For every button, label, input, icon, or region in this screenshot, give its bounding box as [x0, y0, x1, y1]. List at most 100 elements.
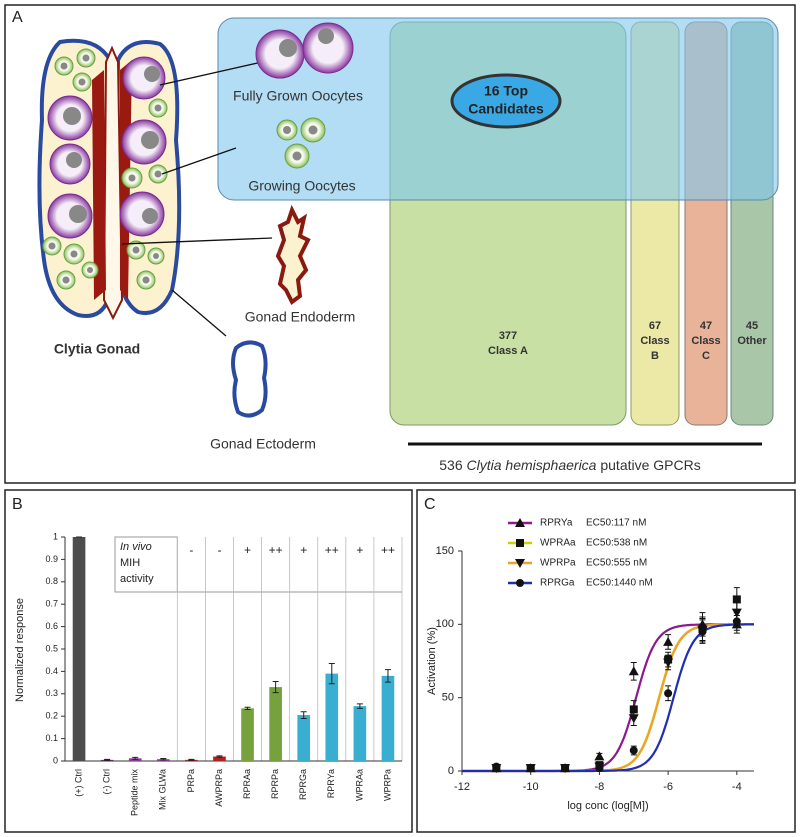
fit-curve — [462, 623, 754, 773]
caption: 536 Clytia hemisphaerica putative GPCRs — [439, 457, 700, 473]
panel-label: C — [424, 496, 436, 513]
legend-ec50: EC50:538 nM — [586, 538, 647, 549]
legend-name: WPRAa — [540, 538, 576, 549]
data-point — [629, 705, 638, 714]
error-bar — [216, 755, 223, 758]
legend-name: WPRPa — [540, 558, 576, 569]
panel-b-frame — [4, 489, 413, 833]
y-tick-label: 50 — [442, 692, 454, 704]
y-tick-label: 1 — [53, 531, 58, 541]
bar — [213, 756, 226, 761]
data-point — [629, 746, 638, 755]
gonad-label: Clytia Gonad — [54, 341, 140, 357]
class-label: B — [651, 350, 659, 362]
y-tick-label: 0.9 — [45, 554, 58, 564]
y-tick-label: 0.7 — [45, 599, 58, 609]
legend-name: RPRGa — [540, 578, 575, 589]
mih-activity: - — [217, 543, 221, 557]
class-count: 67 — [649, 320, 661, 332]
top-candidates-text: 16 Top — [484, 83, 528, 99]
y-tick-label: 150 — [436, 545, 454, 557]
mih-activity: + — [300, 543, 307, 557]
legend-marker — [516, 539, 524, 547]
top-candidates-ellipse — [450, 73, 562, 129]
bar — [72, 537, 86, 761]
error-bar — [328, 663, 335, 685]
y-tick-label: 0.5 — [45, 643, 58, 653]
legend-marker — [515, 518, 525, 527]
class-label: Class A — [488, 345, 528, 357]
caption-text: putative GPCRs — [600, 457, 700, 473]
growing-label: Growing Oocytes — [248, 178, 355, 194]
fit-curve — [462, 623, 754, 773]
panel-label: B — [12, 496, 23, 513]
data-point — [663, 658, 674, 668]
gonad-illustration — [37, 22, 354, 418]
error-bar — [272, 680, 279, 694]
activity-header: activity — [120, 573, 154, 585]
error-bar — [356, 703, 363, 709]
activity-header: MIH — [120, 557, 140, 569]
y-tick-label: 0.3 — [45, 688, 58, 698]
top-candidates-text: Candidates — [468, 101, 544, 117]
fully-grown-label: Fully Grown Oocytes — [233, 88, 363, 104]
class-count: 47 — [700, 320, 712, 332]
bar — [381, 675, 395, 761]
mih-activity: ++ — [325, 543, 339, 557]
x-tick-label: WPRPa — [382, 769, 392, 801]
data-point — [492, 762, 501, 771]
data-point — [732, 595, 741, 604]
fit-curve — [462, 623, 754, 773]
y-tick-label: 0 — [448, 765, 454, 777]
data-point — [628, 714, 639, 724]
x-tick-label: AWPRPa — [214, 769, 224, 807]
bar — [269, 687, 282, 761]
mih-activity: ++ — [381, 543, 395, 557]
legend-marker — [516, 579, 524, 587]
y-tick-label: 0.2 — [45, 711, 58, 721]
x-tick-label: (+) Ctrl — [73, 769, 83, 797]
x-tick-label: PRPa — [186, 769, 196, 793]
y-tick-label: 0.6 — [45, 621, 58, 631]
class-label: Other — [737, 335, 767, 347]
data-point — [663, 636, 674, 646]
legend-ec50: EC50:117 nM — [586, 518, 646, 529]
y-tick-label: 0.4 — [45, 666, 58, 676]
legend-ec50: EC50:1440 nM — [586, 578, 653, 589]
error-bar — [244, 706, 251, 710]
y-tick-label: 0.1 — [45, 733, 58, 743]
panel-a-frame — [4, 4, 796, 484]
data-point — [628, 666, 639, 676]
caption-count: 536 — [439, 457, 463, 473]
class-label: Class — [640, 335, 669, 347]
legend-marker — [515, 559, 525, 568]
mih-activity: + — [356, 543, 363, 557]
x-tick-label: WPRAa — [354, 769, 364, 801]
class-count: 45 — [746, 320, 758, 332]
class-count: 377 — [499, 330, 517, 342]
x-tick-label: RPRGa — [298, 769, 308, 800]
y-tick-label: 0 — [53, 755, 58, 765]
data-point — [595, 764, 604, 773]
ectoderm-label: Gonad Ectoderm — [210, 436, 316, 452]
bar — [241, 708, 254, 761]
x-tick-label: (-) Ctrl — [102, 769, 112, 795]
y-tick-label: 100 — [436, 618, 454, 630]
endoderm-label: Gonad Endoderm — [245, 309, 356, 325]
fit-curve — [462, 623, 754, 773]
y-axis-label: Activation (%) — [426, 627, 438, 695]
legend-ec50: EC50:555 nM — [586, 558, 647, 569]
x-axis-label: log conc (log[M]) — [567, 800, 648, 812]
y-axis-label: Normalized response — [14, 598, 26, 702]
error-bar — [300, 711, 307, 719]
y-tick-label: 0.8 — [45, 576, 58, 586]
data-point — [732, 617, 741, 626]
bar — [297, 715, 311, 761]
x-tick-label: Peptide mix — [130, 769, 140, 817]
panel-label: A — [12, 9, 23, 26]
class-label: Class — [691, 335, 720, 347]
bar — [353, 706, 367, 761]
error-bar — [384, 669, 391, 683]
x-tick-label: -8 — [595, 781, 605, 793]
